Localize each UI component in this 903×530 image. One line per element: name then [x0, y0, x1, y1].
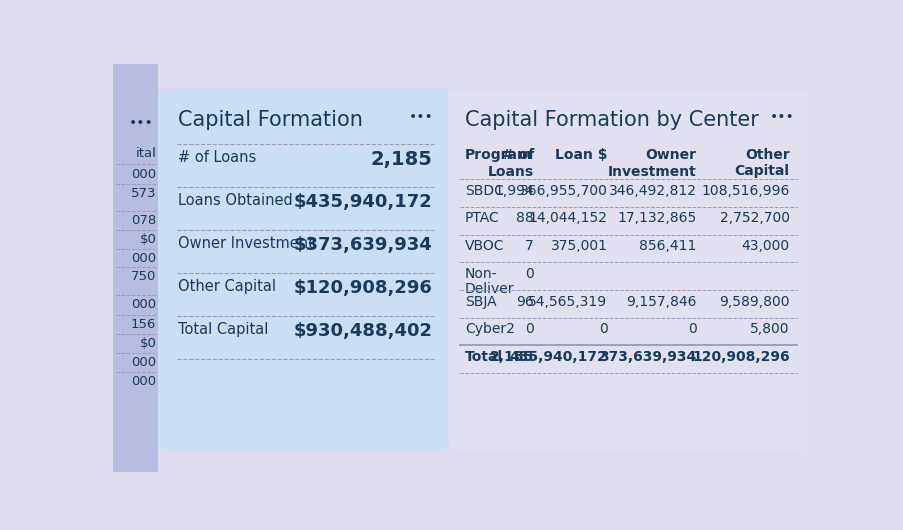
- Text: 373,639,934: 373,639,934: [599, 350, 696, 364]
- Text: 000: 000: [131, 356, 156, 369]
- Text: Other
Capital: Other Capital: [734, 148, 788, 179]
- Text: $435,940,172: $435,940,172: [293, 193, 432, 211]
- FancyBboxPatch shape: [448, 89, 808, 449]
- Text: 108,516,996: 108,516,996: [701, 184, 788, 198]
- Text: Capital Formation: Capital Formation: [178, 110, 363, 130]
- Text: 17,132,865: 17,132,865: [617, 211, 696, 225]
- Text: 000: 000: [131, 167, 156, 181]
- Text: 856,411: 856,411: [638, 239, 696, 253]
- Text: $373,639,934: $373,639,934: [293, 236, 432, 254]
- Text: 750: 750: [131, 270, 156, 283]
- Text: 375,001: 375,001: [550, 239, 607, 253]
- Text: 366,955,700: 366,955,700: [519, 184, 607, 198]
- Text: 9,157,846: 9,157,846: [626, 295, 696, 308]
- Text: $930,488,402: $930,488,402: [293, 322, 432, 340]
- Text: 96: 96: [516, 295, 534, 308]
- Text: 7: 7: [525, 239, 534, 253]
- Text: 346,492,812: 346,492,812: [608, 184, 696, 198]
- Text: 000: 000: [131, 252, 156, 265]
- Text: $0: $0: [139, 337, 156, 350]
- Text: 156: 156: [131, 317, 156, 331]
- Text: 573: 573: [131, 187, 156, 200]
- Text: •••: •••: [128, 116, 154, 130]
- Text: 078: 078: [131, 214, 156, 227]
- Text: 1,994: 1,994: [494, 184, 534, 198]
- Text: Total: Total: [464, 350, 502, 364]
- Text: Other Capital: Other Capital: [178, 279, 275, 294]
- Text: 0: 0: [687, 322, 696, 337]
- Text: 14,044,152: 14,044,152: [528, 211, 607, 225]
- Text: 2,185: 2,185: [370, 150, 432, 169]
- Text: SBDC: SBDC: [464, 184, 503, 198]
- Text: 000: 000: [131, 375, 156, 388]
- FancyBboxPatch shape: [162, 89, 448, 449]
- Text: 5,800: 5,800: [749, 322, 788, 337]
- Text: SBJA: SBJA: [464, 295, 496, 308]
- Text: 54,565,319: 54,565,319: [527, 295, 607, 308]
- Text: Owner
Investment: Owner Investment: [607, 148, 696, 179]
- Text: •••: •••: [409, 110, 433, 124]
- Text: # of Loans: # of Loans: [178, 150, 256, 165]
- Text: 000: 000: [131, 298, 156, 312]
- Text: $120,908,296: $120,908,296: [293, 279, 432, 297]
- Text: Program: Program: [464, 148, 532, 162]
- Text: 0: 0: [598, 322, 607, 337]
- Text: 2,752,700: 2,752,700: [719, 211, 788, 225]
- Text: Capital Formation by Center: Capital Formation by Center: [464, 110, 758, 130]
- Text: ital: ital: [135, 147, 156, 160]
- Text: Cyber2: Cyber2: [464, 322, 514, 337]
- Text: PTAC: PTAC: [464, 211, 499, 225]
- Text: 2,185: 2,185: [489, 350, 534, 364]
- Text: Non-
Deliver: Non- Deliver: [464, 267, 514, 296]
- FancyBboxPatch shape: [40, 90, 170, 448]
- Text: VBOC: VBOC: [464, 239, 504, 253]
- Text: 120,908,296: 120,908,296: [691, 350, 788, 364]
- Text: •••: •••: [768, 110, 794, 124]
- Text: 0: 0: [525, 267, 534, 281]
- Text: # of
Loans: # of Loans: [487, 148, 534, 179]
- Text: Loans Obtained: Loans Obtained: [178, 193, 293, 208]
- Text: Loan $: Loan $: [554, 148, 607, 162]
- Text: $0: $0: [139, 233, 156, 246]
- Text: Total Capital: Total Capital: [178, 322, 268, 337]
- Text: 43,000: 43,000: [740, 239, 788, 253]
- FancyBboxPatch shape: [113, 64, 813, 472]
- Text: 88: 88: [516, 211, 534, 225]
- Text: 0: 0: [525, 322, 534, 337]
- Text: Owner Investment: Owner Investment: [178, 236, 313, 251]
- FancyBboxPatch shape: [113, 64, 158, 472]
- Text: 435,940,172: 435,940,172: [509, 350, 607, 364]
- Text: 9,589,800: 9,589,800: [718, 295, 788, 308]
